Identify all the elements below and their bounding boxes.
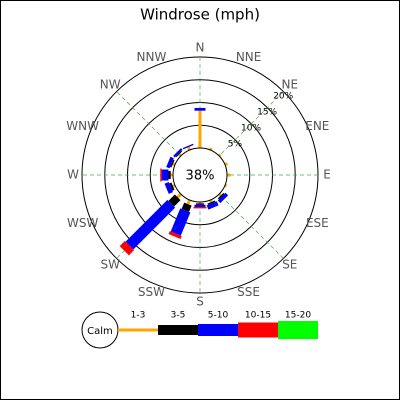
- ring-label: 5%: [228, 140, 243, 150]
- legend-swatch: [278, 321, 318, 339]
- wind-bar: [168, 194, 181, 207]
- wind-bar: [170, 173, 174, 177]
- wind-bar: [217, 192, 229, 204]
- legend-swatch: [238, 322, 278, 338]
- wind-bar: [193, 207, 207, 209]
- wind-bar: [198, 110, 202, 148]
- wind-bar: [182, 143, 194, 150]
- wind-bar: [224, 183, 228, 188]
- wind-bar: [169, 182, 175, 191]
- legend-label: 3-5: [171, 311, 186, 321]
- wind-bar: [175, 150, 183, 158]
- wind-bar: [173, 148, 183, 158]
- wind-bar: [166, 156, 174, 169]
- direction-label: SW: [100, 257, 120, 271]
- wind-bar: [168, 231, 182, 240]
- direction-label: N: [196, 41, 205, 55]
- wind-bar: [161, 169, 169, 181]
- wind-bar: [119, 240, 135, 256]
- legend-swatch: [198, 324, 238, 336]
- direction-label: WSW: [67, 216, 98, 230]
- wind-bar: [226, 173, 231, 177]
- wind-bar: [196, 203, 204, 205]
- direction-label: S: [196, 295, 204, 309]
- wind-bar: [181, 202, 192, 212]
- legend-label: 5-10: [208, 311, 229, 321]
- wind-bar: [170, 208, 191, 236]
- grid-line: [116, 91, 284, 259]
- direction-label: SSE: [237, 285, 260, 299]
- direction-label: NE: [282, 78, 299, 92]
- direction-label: WNW: [66, 119, 99, 133]
- wind-bar: [178, 153, 182, 157]
- ring-label: 15%: [257, 107, 277, 117]
- legend-label: 1-3: [131, 311, 146, 321]
- direction-label: SE: [282, 257, 297, 271]
- direction-label: NNE: [236, 50, 262, 64]
- wind-bar: [168, 171, 171, 179]
- wind-bar: [198, 202, 202, 204]
- chart-title: Windrose (mph): [140, 6, 260, 24]
- wind-bar: [207, 200, 216, 205]
- wind-bar: [194, 204, 206, 208]
- direction-label: NW: [100, 78, 121, 92]
- direction-label: ESE: [306, 216, 329, 230]
- direction-label: NNW: [136, 50, 166, 64]
- legend-label: 10-15: [245, 311, 271, 321]
- wind-bar: [125, 199, 176, 250]
- legend-calm-label: Calm: [87, 326, 113, 337]
- wind-bar: [217, 192, 225, 200]
- wind-bar: [218, 193, 222, 197]
- wind-bar: [194, 107, 206, 111]
- direction-label: ENE: [305, 119, 329, 133]
- wind-bar: [218, 153, 222, 157]
- direction-label: W: [67, 168, 79, 182]
- calm-label: 38%: [186, 169, 215, 184]
- direction-label: E: [323, 168, 331, 182]
- ring-label: 10%: [241, 123, 261, 133]
- legend-swatch: [118, 328, 158, 332]
- wind-bar: [170, 159, 175, 168]
- direction-label: SSW: [138, 285, 165, 299]
- wind-bar: [206, 201, 219, 210]
- legend-swatch: [158, 325, 198, 335]
- calm-circle: [172, 147, 228, 203]
- ring-label: 20%: [273, 91, 293, 101]
- wind-bar: [164, 181, 173, 194]
- legend-label: 15-20: [285, 311, 311, 321]
- wind-bar: [186, 199, 192, 205]
- wind-bar: [160, 168, 162, 182]
